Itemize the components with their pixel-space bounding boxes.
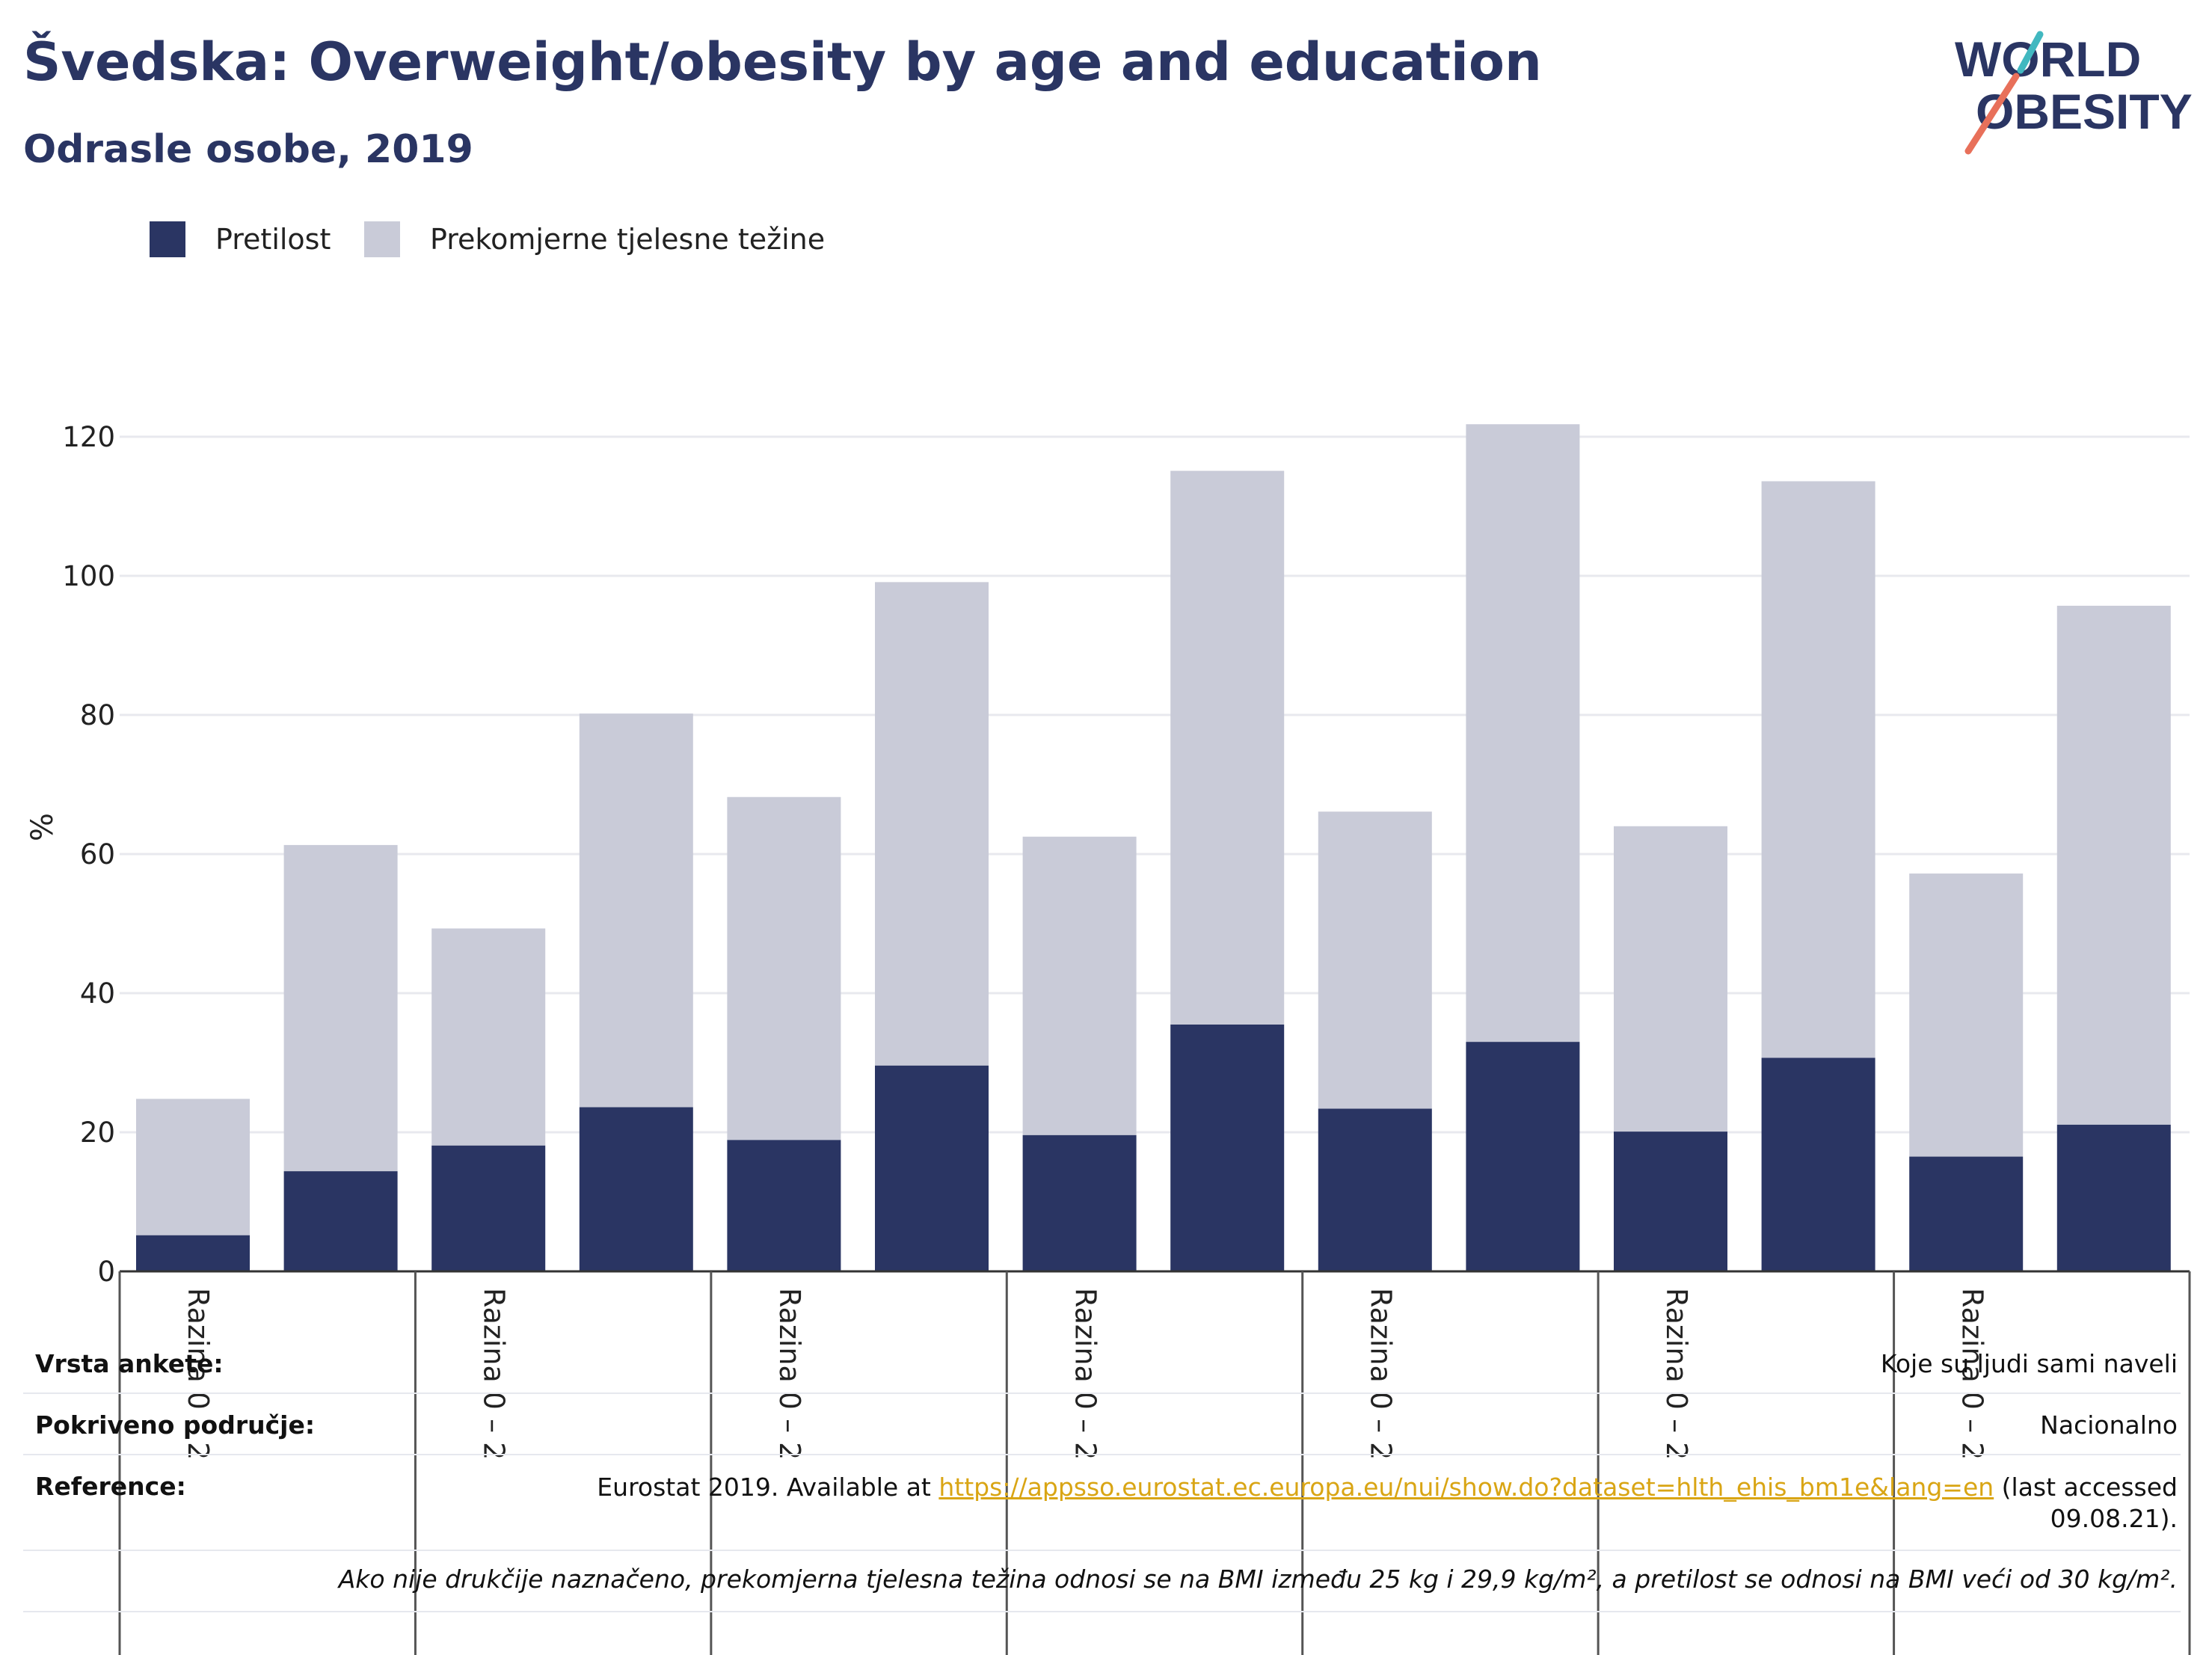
y-tick-label: 120 <box>62 421 115 453</box>
page-subtitle: Odrasle osobe, 2019 <box>23 127 473 172</box>
legend-label-overweight: Prekomjerne tjelesne težine <box>430 223 826 256</box>
y-axis-label: % <box>25 813 60 841</box>
logo-word-world: WORLD <box>1955 31 2141 87</box>
logo-stroke-coral <box>1964 73 2020 155</box>
coverage-value: Nacionalno <box>2040 1410 2178 1440</box>
y-tick-label: 40 <box>80 977 115 1010</box>
survey-label: Vrsta ankete: <box>35 1349 224 1378</box>
bar-obesity <box>727 1140 841 1271</box>
bar-obesity <box>431 1145 546 1271</box>
bar-overweight <box>431 928 546 1146</box>
bar-obesity <box>1022 1134 1137 1271</box>
bar-overweight <box>1318 811 1432 1109</box>
bar-overweight <box>2056 605 2171 1125</box>
bar-obesity <box>283 1171 398 1271</box>
x-category-label: Razina 0 – 2 <box>1365 1288 1398 1460</box>
bar-obesity <box>1614 1132 1727 1271</box>
bar-obesity <box>1909 1156 2024 1271</box>
bar-obesity <box>2056 1124 2171 1271</box>
reference-label: Reference: <box>35 1472 186 1501</box>
y-tick-label: 0 <box>97 1256 115 1288</box>
bar-overweight <box>1022 836 1137 1135</box>
x-category-label: Razina 0 – 2 <box>1956 1288 1989 1460</box>
bar-overweight <box>1466 424 1580 1043</box>
bar-obesity <box>1170 1024 1285 1271</box>
bar-overweight <box>283 844 398 1172</box>
reference-link[interactable]: https://appsso.eurostat.ec.europa.eu/nui… <box>938 1473 1994 1502</box>
info-row-reference: Reference: Eurostat 2019. Available at h… <box>23 1454 2181 1551</box>
bar-overweight <box>1170 470 1285 1025</box>
legend-swatch-obesity <box>150 221 185 257</box>
bar-overweight <box>1761 481 1875 1058</box>
bar-overweight <box>1614 826 1727 1132</box>
legend-swatch-overweight <box>364 221 400 257</box>
y-tick-label: 100 <box>62 560 115 592</box>
coverage-label: Pokriveno područje: <box>35 1410 316 1440</box>
world-obesity-logo: WORLD OBESITY <box>1955 31 2193 155</box>
info-row-survey: Vrsta ankete: Koje su ljudi sami naveli <box>23 1331 2181 1394</box>
info-row-note: Ako nije drukčije naznačeno, prekomjerna… <box>23 1550 2181 1612</box>
bar-obesity <box>1761 1057 1875 1271</box>
x-category-label: Razina 0 – 2 <box>773 1288 806 1460</box>
reference-date: 09.08.21). <box>2050 1504 2178 1533</box>
bar-obesity <box>1466 1042 1580 1271</box>
x-category-label: Razina 0 – 2 <box>182 1288 215 1460</box>
bar-overweight <box>136 1099 250 1235</box>
reference-prefix: Eurostat 2019. Available at <box>597 1473 939 1502</box>
bar-overweight <box>727 796 841 1140</box>
page-title: Švedska: Overweight/obesity by age and e… <box>23 31 1542 93</box>
x-category-label: Razina 0 – 2 <box>477 1288 510 1460</box>
bar-overweight <box>875 582 989 1066</box>
bar-obesity <box>136 1235 250 1271</box>
bmi-note: Ako nije drukčije naznačeno, prekomjerna… <box>338 1565 2178 1594</box>
logo-stroke-teal <box>2017 31 2044 74</box>
bar-overweight <box>1909 873 2024 1157</box>
bar-overweight <box>579 713 693 1108</box>
y-tick-label: 20 <box>80 1117 115 1149</box>
reference-suffix: (last accessed <box>1994 1473 2178 1502</box>
survey-value: Koje su ljudi sami naveli <box>1880 1349 2178 1378</box>
bar-obesity <box>579 1107 693 1271</box>
legend-item-obesity[interactable]: Pretilost <box>150 221 331 257</box>
y-tick-label: 80 <box>80 699 115 731</box>
bar-obesity <box>1318 1108 1432 1271</box>
bar-obesity <box>875 1065 989 1271</box>
x-category-label: Razina 0 – 2 <box>1069 1288 1102 1460</box>
legend-label-obesity: Pretilost <box>215 223 331 256</box>
logo-word-obesity: OBESITY <box>1976 84 2193 139</box>
x-category-label: Razina 0 – 2 <box>1660 1288 1693 1460</box>
info-row-coverage: Pokriveno područje: Nacionalno <box>23 1393 2181 1455</box>
reference-value: Eurostat 2019. Available at https://apps… <box>597 1472 2178 1535</box>
y-tick-label: 60 <box>80 838 115 871</box>
legend-item-overweight[interactable]: Prekomjerne tjelesne težine <box>364 221 825 257</box>
